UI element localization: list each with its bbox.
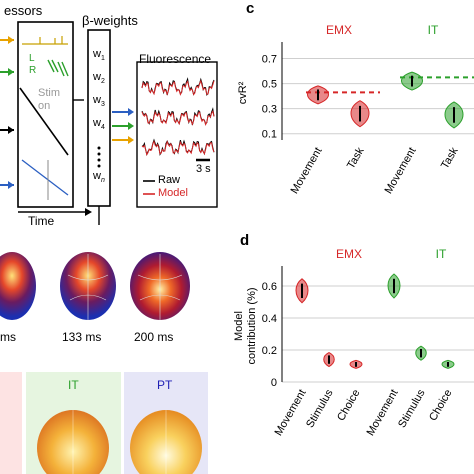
bottom-maps — [37, 410, 202, 474]
fluorescence-title: Fluorescence — [139, 52, 212, 66]
group-name: EMX — [326, 23, 352, 37]
legend-model: Model — [158, 187, 188, 199]
legend-raw: Raw — [158, 174, 181, 186]
regressor-spikes — [39, 36, 63, 44]
model-trace — [141, 109, 215, 126]
panel-c-label: c — [246, 0, 255, 17]
lick-right-regressor — [57, 61, 69, 77]
x-tick-label: Movement — [365, 388, 401, 438]
lick-left-regressor — [47, 59, 59, 73]
group-name: IT — [436, 247, 447, 261]
chart-d: 0 0.2 0.4 0.6 Model contribution (%) EMX Moveme… — [233, 247, 474, 438]
y-tick-label: 0.6 — [262, 281, 277, 293]
fluorescence-box — [136, 61, 218, 208]
x-tick-label: Choice — [427, 388, 455, 424]
regressors-title: essors — [4, 3, 43, 18]
weight-n: wn — [93, 170, 105, 185]
arrow-head-icon — [8, 68, 14, 76]
y-tick-label: 0.2 — [262, 345, 277, 357]
x-tick-label: Movement — [383, 146, 419, 196]
brain-time-0: ms — [0, 330, 16, 344]
x-tick-label: Choice — [335, 388, 363, 424]
y-tick-label: 0.5 — [262, 79, 277, 91]
x-tick-label: Stimulus — [304, 387, 336, 430]
y-tick-label: 0 — [271, 377, 277, 389]
y-tick-label: 0.1 — [262, 129, 277, 141]
group-name: EMX — [336, 247, 362, 261]
model-trace — [141, 79, 215, 96]
time-arrow-icon — [85, 208, 92, 216]
lick-left-label: L — [29, 53, 35, 64]
model-trace — [141, 140, 215, 156]
group-name: IT — [428, 23, 439, 37]
beta-title: β-weights — [82, 13, 138, 28]
arrow-head-icon — [8, 181, 14, 189]
y-axis-label: cvR² — [237, 81, 249, 104]
x-tick-label: Movement — [273, 388, 309, 438]
design-matrix-box — [17, 21, 74, 208]
weight-1: w1 — [93, 48, 105, 63]
brain-map-0 — [0, 252, 36, 320]
weight-3: w3 — [93, 94, 105, 109]
y-tick-label: 0.3 — [262, 104, 277, 116]
x-tick-label: Task — [345, 145, 367, 171]
tree-connector — [98, 206, 100, 225]
it-map-label: IT — [68, 378, 79, 392]
arrow-head-icon — [8, 126, 14, 134]
arrow-head-icon — [8, 36, 14, 44]
x-tick-label: Stimulus — [396, 387, 428, 430]
y-tick-label: 0.7 — [262, 54, 277, 66]
y-axis-label: Model — [233, 311, 245, 341]
brain-time-133: 133 ms — [62, 330, 102, 344]
time-ramp-regressor — [19, 87, 69, 156]
fluorescence-traces — [141, 77, 215, 157]
weight-4: w4 — [93, 117, 105, 132]
time-label: Time — [28, 214, 55, 228]
y-tick-label: 0.4 — [262, 313, 277, 325]
blue-regressor — [21, 159, 69, 196]
regression-schematic — [0, 21, 218, 225]
chart-c: 0.1 0.3 0.5 0.7 cvR² EMX Movement Task IT Movemen… — [237, 23, 474, 196]
x-tick-label: Movement — [289, 146, 325, 196]
brain-maps-row — [0, 252, 190, 320]
stim-on-label: Stim on — [38, 87, 60, 112]
scale-bar-label: 3 s — [196, 163, 211, 175]
y-axis-label: contribution (%) — [246, 287, 258, 364]
emx-panel-bg — [0, 372, 22, 474]
lick-right-label: R — [29, 65, 37, 76]
weight-2: w2 — [93, 71, 105, 86]
x-tick-label: Task — [439, 145, 461, 171]
panel-d-label: d — [240, 232, 250, 249]
brain-time-200: 200 ms — [134, 330, 174, 344]
pt-map-label: PT — [157, 378, 173, 392]
